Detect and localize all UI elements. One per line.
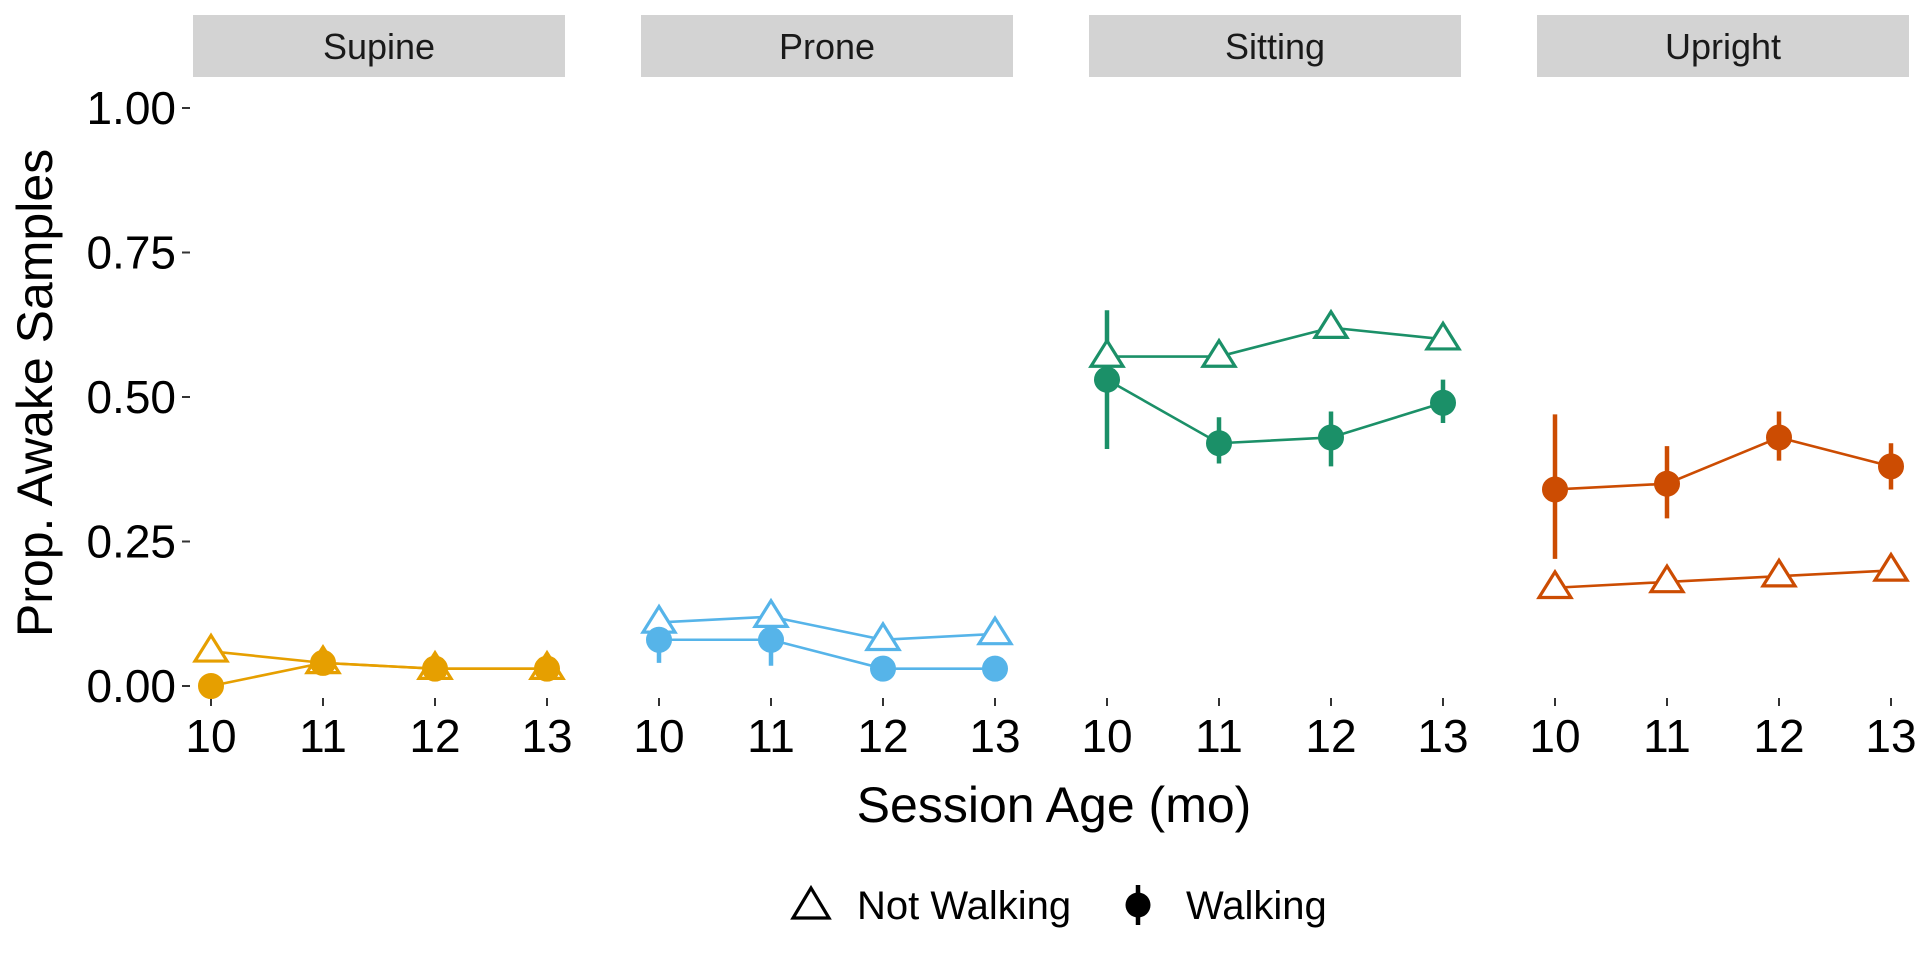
data-point-not-walking [1088,337,1126,368]
x-tick-label: 12 [1753,710,1804,762]
y-tick-label: 0.00 [86,660,176,712]
facet-strip [641,15,1013,77]
facet-strip-label: Sitting [1225,26,1325,67]
data-point-walking [982,655,1008,682]
data-point-walking [1542,476,1568,503]
x-tick-label: 11 [299,710,347,762]
x-tick-label: 13 [969,710,1020,762]
x-tick-label: 10 [1081,710,1132,762]
x-tick-label: 11 [1643,710,1691,762]
data-point-not-walking [192,632,230,663]
points-walking [1542,424,1904,503]
legend-item-walking: Walking [1125,884,1327,928]
data-point-walking [198,673,224,699]
facet-strip [193,15,565,77]
data-point-walking [646,626,672,653]
y-tick-label: 0.50 [86,371,176,423]
series-line [659,638,995,670]
data-point-not-walking [752,597,790,628]
points-walking [198,649,560,699]
series-line [658,615,996,642]
series-not-walking [658,615,996,642]
series-line [1106,378,1444,445]
data-point-walking [1094,366,1120,393]
data-point-walking [1878,453,1904,480]
series-walking [1552,411,1894,559]
x-tick-label: 10 [1529,710,1580,762]
legend-label: Walking [1186,884,1327,928]
y-axis: 0.00 0.25 0.50 0.75 1.00 [86,82,190,712]
x-tick-label: 12 [857,710,908,762]
series-not-walking [1554,569,1892,590]
y-axis-title: Prop. Awake Samples [7,149,63,637]
x-tick-label: 13 [1417,710,1468,762]
data-point-not-walking [1312,308,1350,339]
series-line [210,661,547,688]
legend-triangle-icon [790,884,832,920]
points-not-walking [640,597,1014,652]
data-point-not-walking [1872,551,1910,582]
data-point-walking [1430,389,1456,416]
x-tick-label: 10 [185,710,236,762]
facet-panel-sitting: Sitting 10 11 12 13 [1081,15,1469,762]
data-point-not-walking [1200,337,1238,368]
facet-strip-label: Prone [779,26,875,67]
data-point-walking [1206,430,1232,457]
data-point-not-walking [1648,563,1686,594]
data-point-not-walking [1424,320,1462,351]
data-point-walking [422,655,448,682]
panels-layer: Supine 10 11 12 13 Prone 10 11 12 13 Sitting 10 11 12… [185,15,1917,762]
facet-panel-supine: Supine 10 11 12 13 [185,15,573,762]
data-point-not-walking [976,615,1014,646]
points-not-walking [192,632,566,680]
x-tick-label: 12 [1305,710,1356,762]
x-tick-label: 10 [633,710,684,762]
y-tick-label: 0.25 [86,516,176,568]
series-line [1554,569,1892,590]
data-point-walking [534,655,560,682]
data-point-walking [310,649,336,676]
data-point-walking [758,626,784,653]
facet-strip [1089,15,1461,77]
x-tick-label: 13 [521,710,572,762]
data-point-not-walking [864,620,902,652]
facet-panel-prone: Prone 10 11 12 13 [633,15,1021,762]
legend: Not Walking Walking [790,884,1327,928]
data-point-not-walking [1536,568,1574,600]
y-tick-label: 1.00 [86,82,176,134]
x-tick-label: 11 [747,710,795,762]
y-tick-label: 0.75 [86,227,176,279]
series-walking [210,661,547,688]
series-not-walking [1107,326,1444,358]
data-point-walking [1318,424,1344,451]
x-tick-label: 11 [1195,710,1243,762]
legend-item-not-walking: Not Walking [790,884,1071,928]
legend-label: Not Walking [857,884,1071,928]
facet-panel-upright: Upright 10 11 12 13 [1529,15,1917,762]
facet-strip-label: Supine [323,26,435,67]
legend-circle-icon [1125,892,1151,918]
data-point-walking [1654,470,1680,497]
series-line [1554,436,1892,491]
facet-strip [1537,15,1909,77]
points-walking [646,626,1008,682]
series-walking [656,613,995,670]
x-tick-label: 12 [409,710,460,762]
series-line [1107,326,1444,358]
data-point-walking [870,655,896,682]
data-point-not-walking [1760,557,1798,588]
points-not-walking [1088,308,1462,368]
x-tick-label: 13 [1865,710,1916,762]
data-point-walking [1766,424,1792,451]
facet-strip-label: Upright [1665,26,1781,67]
points-not-walking [1536,551,1910,600]
x-axis-title: Session Age (mo) [857,777,1252,833]
points-walking [1094,366,1456,457]
